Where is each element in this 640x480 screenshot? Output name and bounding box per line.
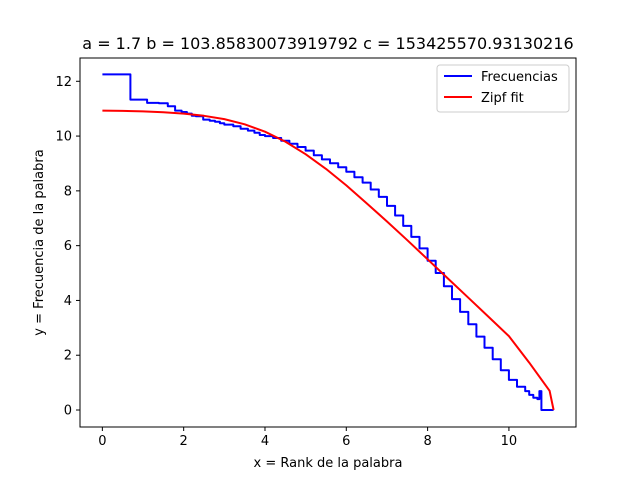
y-tick-label: 0 (64, 404, 72, 419)
chart-title: a = 1.7 b = 103.85830073919792 c = 15342… (82, 34, 573, 53)
x-tick-label: 4 (261, 434, 269, 449)
y-tick-label: 6 (64, 239, 72, 254)
x-tick-label: 0 (98, 434, 106, 449)
y-tick-label: 12 (55, 75, 72, 90)
y-tick-label: 8 (64, 184, 72, 199)
y-tick-label: 10 (55, 130, 72, 145)
series-line-zipf-fit (102, 109, 555, 411)
legend-label-frecuencias: Frecuencias (481, 70, 558, 85)
y-axis-label: y = Frecuencia de la palabra (32, 149, 47, 335)
x-tick-label: 10 (501, 434, 518, 449)
legend-label-zipf-fit: Zipf fit (481, 91, 524, 106)
plot-frame (79, 57, 577, 428)
x-tick-label: 2 (180, 434, 188, 449)
series-line-frecuencias (102, 73, 554, 411)
legend: Frecuencias Zipf fit (436, 64, 570, 113)
y-tick-label: 4 (64, 294, 72, 309)
y-tick-label: 2 (64, 349, 72, 364)
plot-series (102, 73, 555, 411)
x-tick-label: 8 (423, 434, 431, 449)
axes: 0 2 4 6 8 10 0 2 4 6 8 10 12 (55, 75, 517, 449)
x-tick-label: 6 (342, 434, 350, 449)
x-axis-label: x = Rank de la palabra (254, 456, 403, 471)
